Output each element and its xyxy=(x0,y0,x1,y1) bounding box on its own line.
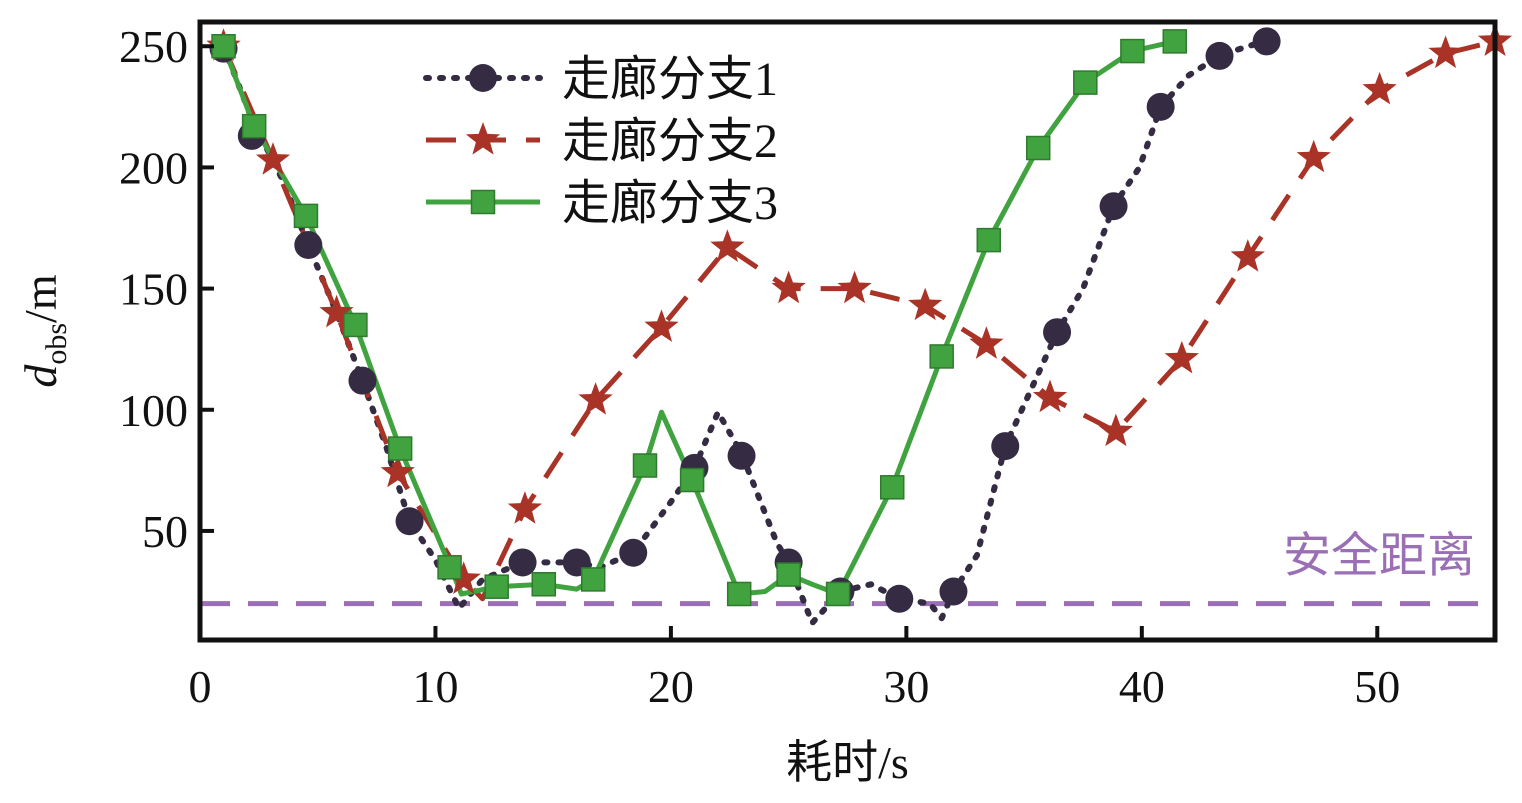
legend: 走廊分支1 走廊分支2 走廊分支3 xyxy=(423,53,778,230)
series-3-marker xyxy=(387,436,413,461)
series-3-marker xyxy=(437,555,462,580)
x-tick-label: 20 xyxy=(648,661,694,712)
y-axis-title-unit: /m xyxy=(15,274,66,323)
series-3-marker xyxy=(929,344,954,369)
series-1-line xyxy=(220,38,1270,626)
series-3-marker xyxy=(211,33,236,59)
x-tick-label: 10 xyxy=(412,661,458,712)
series-2-marker xyxy=(255,142,291,175)
series-3-marker xyxy=(632,453,658,478)
series-2-marker xyxy=(1164,340,1199,374)
series-2-marker xyxy=(710,229,745,262)
y-axis-title-subscript: obs xyxy=(40,323,73,365)
series-2-marker xyxy=(644,309,679,342)
series-1-marker xyxy=(508,548,537,577)
series-3-marker xyxy=(726,581,752,607)
series-1-marker xyxy=(1252,27,1281,56)
series-1-marker xyxy=(395,507,424,536)
series-3-marker xyxy=(776,562,801,587)
series-3-marker xyxy=(825,581,851,607)
legend-label: 走廊分支1 xyxy=(562,53,778,106)
y-tick-label: 50 xyxy=(142,506,188,557)
series-2-marker xyxy=(1428,35,1463,69)
y-tick-label: 150 xyxy=(119,264,188,315)
series-1-marker xyxy=(885,584,914,613)
series-2-marker xyxy=(319,294,354,328)
y-tick-label: 200 xyxy=(119,142,188,193)
series-3-marker xyxy=(1162,29,1188,54)
series-3-marker xyxy=(1025,135,1051,161)
series-markers-layer xyxy=(206,23,1513,613)
series-2-marker xyxy=(969,326,1004,359)
legend-swatch-marker xyxy=(465,122,501,155)
x-axis-title: 耗时/s xyxy=(786,737,909,788)
plot-frame xyxy=(197,19,1498,643)
legend-swatch-marker xyxy=(469,64,497,92)
series-1-marker xyxy=(294,230,323,259)
y-tick-label: 250 xyxy=(119,21,188,72)
series-2-marker xyxy=(446,561,481,594)
x-tick-label: 40 xyxy=(1119,661,1165,712)
x-tick-label: 0 xyxy=(189,661,212,712)
legend-label: 走廊分支3 xyxy=(562,177,778,230)
y-axis-title-main: d xyxy=(15,364,66,388)
series-1-marker xyxy=(991,432,1020,461)
series-1-marker xyxy=(619,538,648,567)
series-2-marker xyxy=(1230,239,1265,272)
series-1-marker xyxy=(1043,318,1072,347)
y-axis-title: dobs/m xyxy=(15,274,73,387)
axis-ticks-layer: 0 10 20 30 40 50 50 100 150 200 250 xyxy=(119,21,1400,712)
x-tick-label: 50 xyxy=(1354,661,1400,712)
series-1-marker xyxy=(348,366,377,395)
series-1-marker xyxy=(939,577,968,606)
series-3-marker xyxy=(580,567,606,592)
x-tick-label: 30 xyxy=(883,661,929,712)
series-3-marker xyxy=(976,227,1002,253)
series-2-marker xyxy=(1296,139,1331,173)
series-2-marker xyxy=(507,491,542,524)
legend-swatch-marker xyxy=(470,189,496,215)
series-2-marker xyxy=(1362,71,1397,105)
series-3-marker xyxy=(679,467,705,493)
y-tick-label: 100 xyxy=(119,385,188,436)
series-2-marker xyxy=(578,382,613,415)
series-1-marker xyxy=(727,441,756,470)
series-2-marker xyxy=(771,270,806,304)
series-2-marker xyxy=(380,454,415,488)
safety-distance-label: 安全距离 xyxy=(1283,530,1475,583)
series-1-marker xyxy=(1146,92,1175,121)
series-2-marker xyxy=(1098,413,1133,447)
series-3-marker xyxy=(293,203,319,229)
series-3-marker xyxy=(343,312,368,338)
series-2-marker xyxy=(1032,379,1068,413)
series-2-marker xyxy=(908,287,943,321)
series-1-marker xyxy=(1099,192,1128,221)
series-3-marker xyxy=(531,572,557,597)
series-3-marker xyxy=(1073,70,1098,95)
legend-label: 走廊分支2 xyxy=(562,115,778,168)
series-3-marker xyxy=(484,574,509,599)
series-3-marker xyxy=(241,113,267,139)
series-1-marker xyxy=(1205,41,1234,70)
series-2-marker xyxy=(837,270,872,304)
series-3-marker xyxy=(1120,38,1145,64)
series-3-marker xyxy=(879,475,905,500)
